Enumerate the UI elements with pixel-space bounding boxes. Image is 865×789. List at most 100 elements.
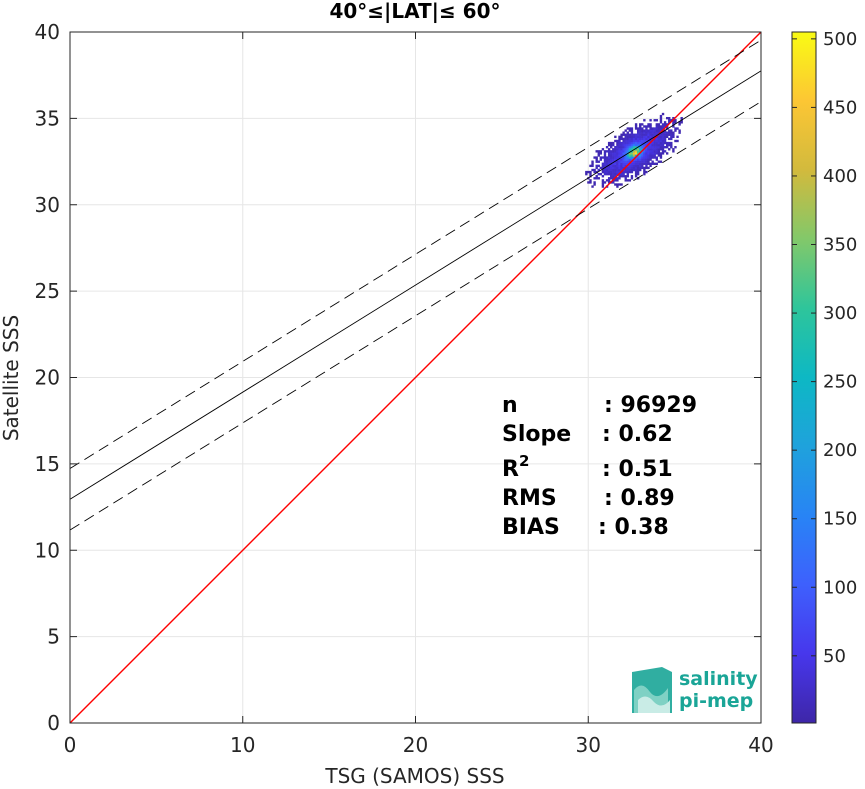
heatmap-cell <box>641 146 644 149</box>
logo-line1: salinity <box>679 668 758 690</box>
heatmap-cell <box>670 131 673 134</box>
colorbar-tick-label: 100 <box>823 577 857 598</box>
heatmap-cell <box>593 156 596 159</box>
heatmap-cell <box>610 146 613 149</box>
heatmap-cell <box>655 125 658 128</box>
heatmap-cell <box>632 137 636 141</box>
heatmap-cell <box>620 137 623 141</box>
heatmap-cell <box>620 148 623 151</box>
heatmap-cell <box>603 164 607 168</box>
heatmap-cell <box>670 133 673 136</box>
heatmap-cell <box>605 162 609 165</box>
heatmap-cell <box>651 129 654 132</box>
heatmap-cell <box>663 131 667 134</box>
heatmap-cell <box>645 166 648 170</box>
heatmap-cell <box>620 166 623 170</box>
heatmap-cell <box>624 164 627 168</box>
heatmap-cell <box>655 123 658 126</box>
heatmap-cell <box>641 156 644 159</box>
heatmap-cell <box>634 137 638 141</box>
heatmap-cell <box>632 141 636 145</box>
heatmap-cell <box>657 154 661 157</box>
heatmap-cell <box>645 154 648 157</box>
heatmap-cell <box>649 133 652 136</box>
heatmap-cell <box>634 125 638 128</box>
heatmap-cell <box>639 148 642 151</box>
heatmap-cell <box>636 127 640 130</box>
heatmap-cell <box>676 139 679 143</box>
heatmap-cell <box>628 158 632 161</box>
heatmap-cell <box>618 143 621 147</box>
heatmap-cell <box>595 156 598 159</box>
heatmap-cell <box>624 143 627 147</box>
heatmap-cell <box>624 133 627 136</box>
heatmap-cell <box>607 164 611 168</box>
heatmap-cell <box>647 133 650 136</box>
heatmap-cell <box>643 125 646 128</box>
heatmap-cell <box>653 162 656 165</box>
heatmap-cell <box>655 148 658 151</box>
heatmap-cell <box>593 177 596 180</box>
y-axis-title: Satellite SSS <box>0 315 23 441</box>
heatmap-cell <box>632 162 636 165</box>
heatmap-cell <box>628 164 632 168</box>
heatmap-cell <box>634 141 638 145</box>
heatmap-cell <box>616 164 619 168</box>
heatmap-cell <box>655 141 658 145</box>
heatmap-cell <box>653 139 656 143</box>
heatmap-cell <box>607 148 611 151</box>
heatmap-cell <box>659 143 663 147</box>
heatmap-cell <box>657 135 661 139</box>
heatmap-cell <box>645 125 648 128</box>
heatmap-cell <box>670 141 673 145</box>
heatmap-cell <box>605 179 609 182</box>
colorbar-frame <box>791 31 817 724</box>
heatmap-cell <box>659 116 663 120</box>
heatmap-cell <box>607 141 611 145</box>
heatmap-cell <box>612 158 615 161</box>
heatmap-cell <box>641 152 644 155</box>
heatmap-cell <box>618 166 621 170</box>
heatmap-cell <box>622 175 625 178</box>
heatmap-cell <box>630 143 634 147</box>
heatmap-cell <box>639 156 642 159</box>
heatmap-cell <box>645 133 648 136</box>
heatmap-cell <box>663 137 667 141</box>
heatmap-cell <box>618 162 621 165</box>
heatmap-cell <box>674 121 677 124</box>
heatmap-cell <box>661 112 665 116</box>
heatmap-cell <box>624 139 627 143</box>
heatmap-cell <box>626 141 629 145</box>
heatmap-cell <box>589 179 592 182</box>
heatmap-cell <box>626 156 629 159</box>
heatmap-cell <box>616 139 619 143</box>
heatmap-cell <box>620 141 623 145</box>
heatmap-cell <box>622 137 625 141</box>
heatmap-cell <box>614 175 617 178</box>
heatmap-cell <box>622 154 625 157</box>
heatmap-cell <box>653 148 656 151</box>
heatmap-cell <box>626 139 629 143</box>
heatmap-cell <box>645 156 648 159</box>
heatmap-cell <box>595 166 598 170</box>
y-tick-label: 40 <box>35 20 60 44</box>
heatmap-cell <box>651 137 654 141</box>
heatmap-cell <box>655 139 658 143</box>
heatmap-cell <box>672 148 675 151</box>
heatmap-cell <box>589 172 592 176</box>
heatmap-cell <box>672 133 675 136</box>
heatmap-cell <box>624 177 627 180</box>
x-tick-label: 30 <box>576 733 601 757</box>
heatmap-cell <box>643 129 646 132</box>
heatmap-cell <box>636 158 640 161</box>
heatmap-cell <box>661 146 665 149</box>
heatmap-cell <box>643 170 646 174</box>
heatmap-cell <box>643 150 646 153</box>
heatmap-cell <box>624 137 627 141</box>
heatmap-cell <box>626 172 629 176</box>
heatmap-cell <box>661 139 665 143</box>
heatmap-cell <box>665 123 669 126</box>
heatmap-cell <box>626 148 629 151</box>
heatmap-cell <box>641 162 644 165</box>
heatmap-cell <box>593 181 596 184</box>
